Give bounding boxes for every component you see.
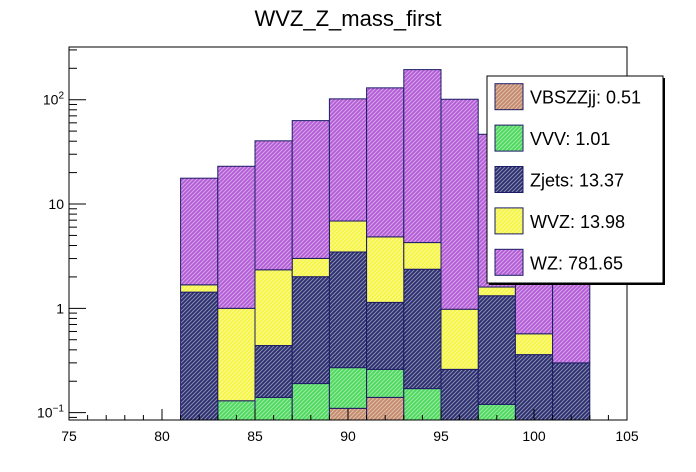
bar-zjets-bin-8 — [440, 368, 479, 421]
y-tick-label: 102 — [43, 91, 65, 108]
legend-label-wvz: WVZ: 13.98 — [530, 212, 625, 232]
bar-wvz-bin-1 — [180, 284, 219, 293]
bar-wvz-bin-10 — [514, 333, 554, 356]
x-axis: 75 80 85 90 95 100 105 — [61, 409, 639, 444]
bar-wvz-bin-6 — [366, 236, 405, 303]
y-tick-label: 1 — [56, 300, 64, 316]
x-tick-label: 90 — [340, 428, 356, 444]
bar-zjets-bin-1 — [180, 291, 219, 421]
bar-wz-bin-1 — [180, 177, 219, 286]
bar-wvz-bin-3 — [254, 269, 293, 347]
bar-zjets-bin-10 — [514, 354, 554, 421]
legend-label-vvv: VVV: 1.01 — [530, 129, 610, 149]
x-tick-label: 75 — [61, 428, 77, 444]
histogram-bars — [180, 69, 591, 421]
bar-zjets-bin-4 — [291, 276, 330, 385]
bar-vvv-bin-4 — [291, 383, 330, 421]
legend: VBSZZjj: 0.51 VVV: 1.01 Zjets: 13.37 WVZ: 1… — [486, 75, 665, 285]
x-tick-label: 80 — [154, 428, 170, 444]
bar-wz-bin-6 — [366, 87, 405, 238]
bar-wz-bin-8 — [440, 98, 479, 310]
chart-title: WVZ_Z_mass_first — [254, 6, 441, 31]
legend-swatch-vvv — [494, 124, 524, 152]
bar-wvz-bin-2 — [217, 307, 256, 402]
bar-zjets-bin-5 — [328, 251, 368, 369]
legend-swatch-wz — [494, 248, 524, 276]
bar-vvv-bin-5 — [328, 367, 368, 409]
bar-zjets-bin-11 — [552, 362, 591, 421]
legend-swatch-wvz — [494, 207, 524, 235]
x-tick-label: 85 — [247, 428, 263, 444]
x-tick-label: 100 — [522, 428, 546, 444]
bar-wvz-bin-8 — [440, 308, 479, 370]
x-tick-label: 105 — [615, 428, 639, 444]
bar-wz-bin-2 — [217, 165, 256, 309]
bar-zjets-bin-9 — [477, 295, 516, 405]
bar-vvv-bin-6 — [366, 368, 405, 398]
y-tick-label: 10−1 — [37, 404, 64, 421]
bar-vvv-bin-7 — [403, 388, 442, 421]
legend-swatch-vbszzjj — [494, 83, 524, 111]
bar-wz-bin-4 — [291, 120, 330, 259]
y-axis: 10−1 1 10 102 — [37, 49, 86, 421]
bar-wz-bin-7 — [403, 69, 442, 244]
bar-zjets-bin-7 — [403, 268, 442, 390]
bar-zjets-bin-6 — [366, 301, 405, 370]
legend-label-wz: WZ: 781.65 — [530, 253, 623, 273]
bar-zjets-bin-3 — [254, 345, 293, 398]
legend-swatch-zjets — [494, 166, 524, 193]
legend-label-zjets: Zjets: 13.37 — [530, 171, 624, 191]
bar-wz-bin-3 — [254, 140, 293, 271]
bar-wvz-bin-5 — [328, 220, 368, 253]
legend-label-vbszzjj: VBSZZjj: 0.51 — [530, 88, 641, 108]
x-tick-label: 95 — [433, 428, 449, 444]
y-tick-label: 10 — [48, 196, 64, 212]
bar-wvz-bin-7 — [403, 242, 442, 270]
bar-wz-bin-5 — [328, 98, 368, 222]
bar-wvz-bin-4 — [291, 257, 330, 278]
bar-wvz-bin-9 — [477, 286, 516, 297]
